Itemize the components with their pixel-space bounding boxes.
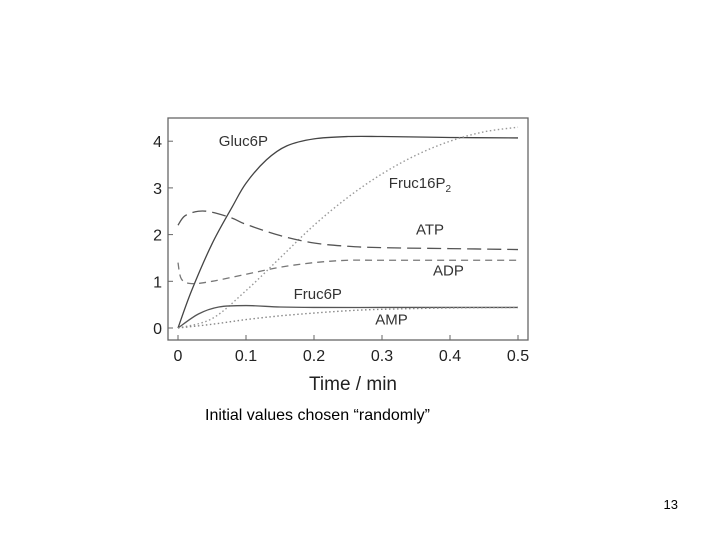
series-label: AMP [375,311,408,328]
series-line-adp [177,259,518,285]
page-number: 13 [663,497,678,512]
series-label: Fruc6P [294,286,342,303]
x-tick-label: 0.3 [371,348,393,365]
plot-frame [167,117,529,341]
y-tick-label: 3 [153,181,162,198]
y-tick-label: 0 [153,321,162,338]
x-tick-label: 0.2 [303,348,325,365]
x-axis-title: Time / min [309,374,397,395]
y-tick-label: 4 [153,134,162,151]
series-label: ATP [416,222,444,239]
series-line-fruc6p [177,304,518,329]
series-line-fruc16p2 [177,126,519,329]
series-label: Gluc6P [219,133,268,150]
y-tick-label: 2 [153,228,162,245]
x-tick-label: 0 [174,348,183,365]
x-tick-label: 0.4 [439,348,461,365]
series-layer [177,126,519,329]
series-label: Fruc16P2 [389,175,452,195]
series-labels: Gluc6P Fruc16P2 ATP ADP Fruc6P AMP [219,133,464,328]
series-line-amp [177,306,519,329]
x-tick-label: 0.1 [235,348,257,365]
x-tick-label: 0.5 [507,348,529,365]
series-line-atp [177,210,519,251]
caption: Initial values chosen “randomly” [205,407,430,424]
y-axis-ticks: 0 1 2 3 4 [153,134,173,338]
x-axis-ticks: 0 0.1 0.2 0.3 0.4 0.5 [174,335,529,365]
y-tick-label: 1 [153,274,162,291]
series-line-gluc6p [177,135,519,329]
series-label: ADP [433,263,464,280]
